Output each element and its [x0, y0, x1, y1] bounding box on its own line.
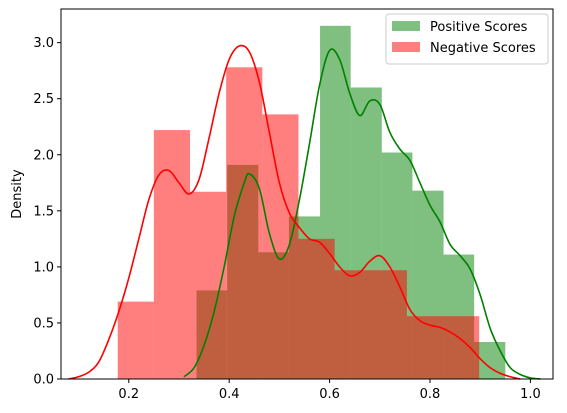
- y-tick-label: 0.5: [33, 316, 54, 331]
- positive-scores-legend-label: Positive Scores: [430, 20, 528, 35]
- negative-scores-bar-1: [153, 130, 191, 379]
- positive-scores-legend-swatch: [392, 21, 420, 31]
- plot-frame: [60, 8, 554, 380]
- y-tick-label: 0.0: [33, 373, 54, 388]
- x-tick-label: 0.2: [118, 387, 139, 402]
- negative-scores-bar-4: [262, 114, 299, 379]
- x-tick-label: 1.0: [520, 387, 541, 402]
- y-tick-label: 2.5: [33, 92, 54, 107]
- x-tick-label: 0.6: [319, 387, 340, 402]
- legend-box: [385, 13, 549, 65]
- negative-scores-legend-swatch: [392, 42, 420, 52]
- negative-scores-bar-8: [406, 316, 444, 379]
- negative-scores-bar-0: [117, 301, 154, 379]
- y-tick-label: 3.0: [33, 36, 54, 51]
- histogram-bars: [117, 25, 506, 380]
- negative-scores-bar-3: [226, 67, 263, 380]
- x-tick-label: 0.8: [420, 387, 441, 402]
- negative-scores-kde-line: [68, 44, 521, 380]
- positive-scores-kde-line: [183, 48, 541, 380]
- negative-scores-bar-9: [443, 316, 480, 379]
- negative-scores-legend-label: Negative Scores: [430, 41, 536, 56]
- y-tick-label: 1.5: [33, 204, 54, 219]
- x-axis-ticks: 0.2 0.4 0.6 0.8 1.0: [118, 379, 541, 402]
- negative-scores-bar-7: [370, 270, 407, 379]
- y-axis-label: Density: [10, 169, 25, 219]
- x-tick-label: 0.4: [219, 387, 240, 402]
- plot-area: [68, 25, 541, 380]
- negative-scores-bar-6: [334, 270, 371, 379]
- kde-curves: [68, 44, 541, 380]
- negative-scores-bar-5: [298, 238, 335, 379]
- y-tick-label: 2.0: [33, 148, 54, 163]
- y-tick-label: 1.0: [33, 260, 54, 275]
- y-axis-ticks: 0.0 0.5 1.0 1.5 2.0 2.5 3.0: [33, 36, 61, 388]
- legend: Positive Scores Negative Scores: [385, 13, 549, 65]
